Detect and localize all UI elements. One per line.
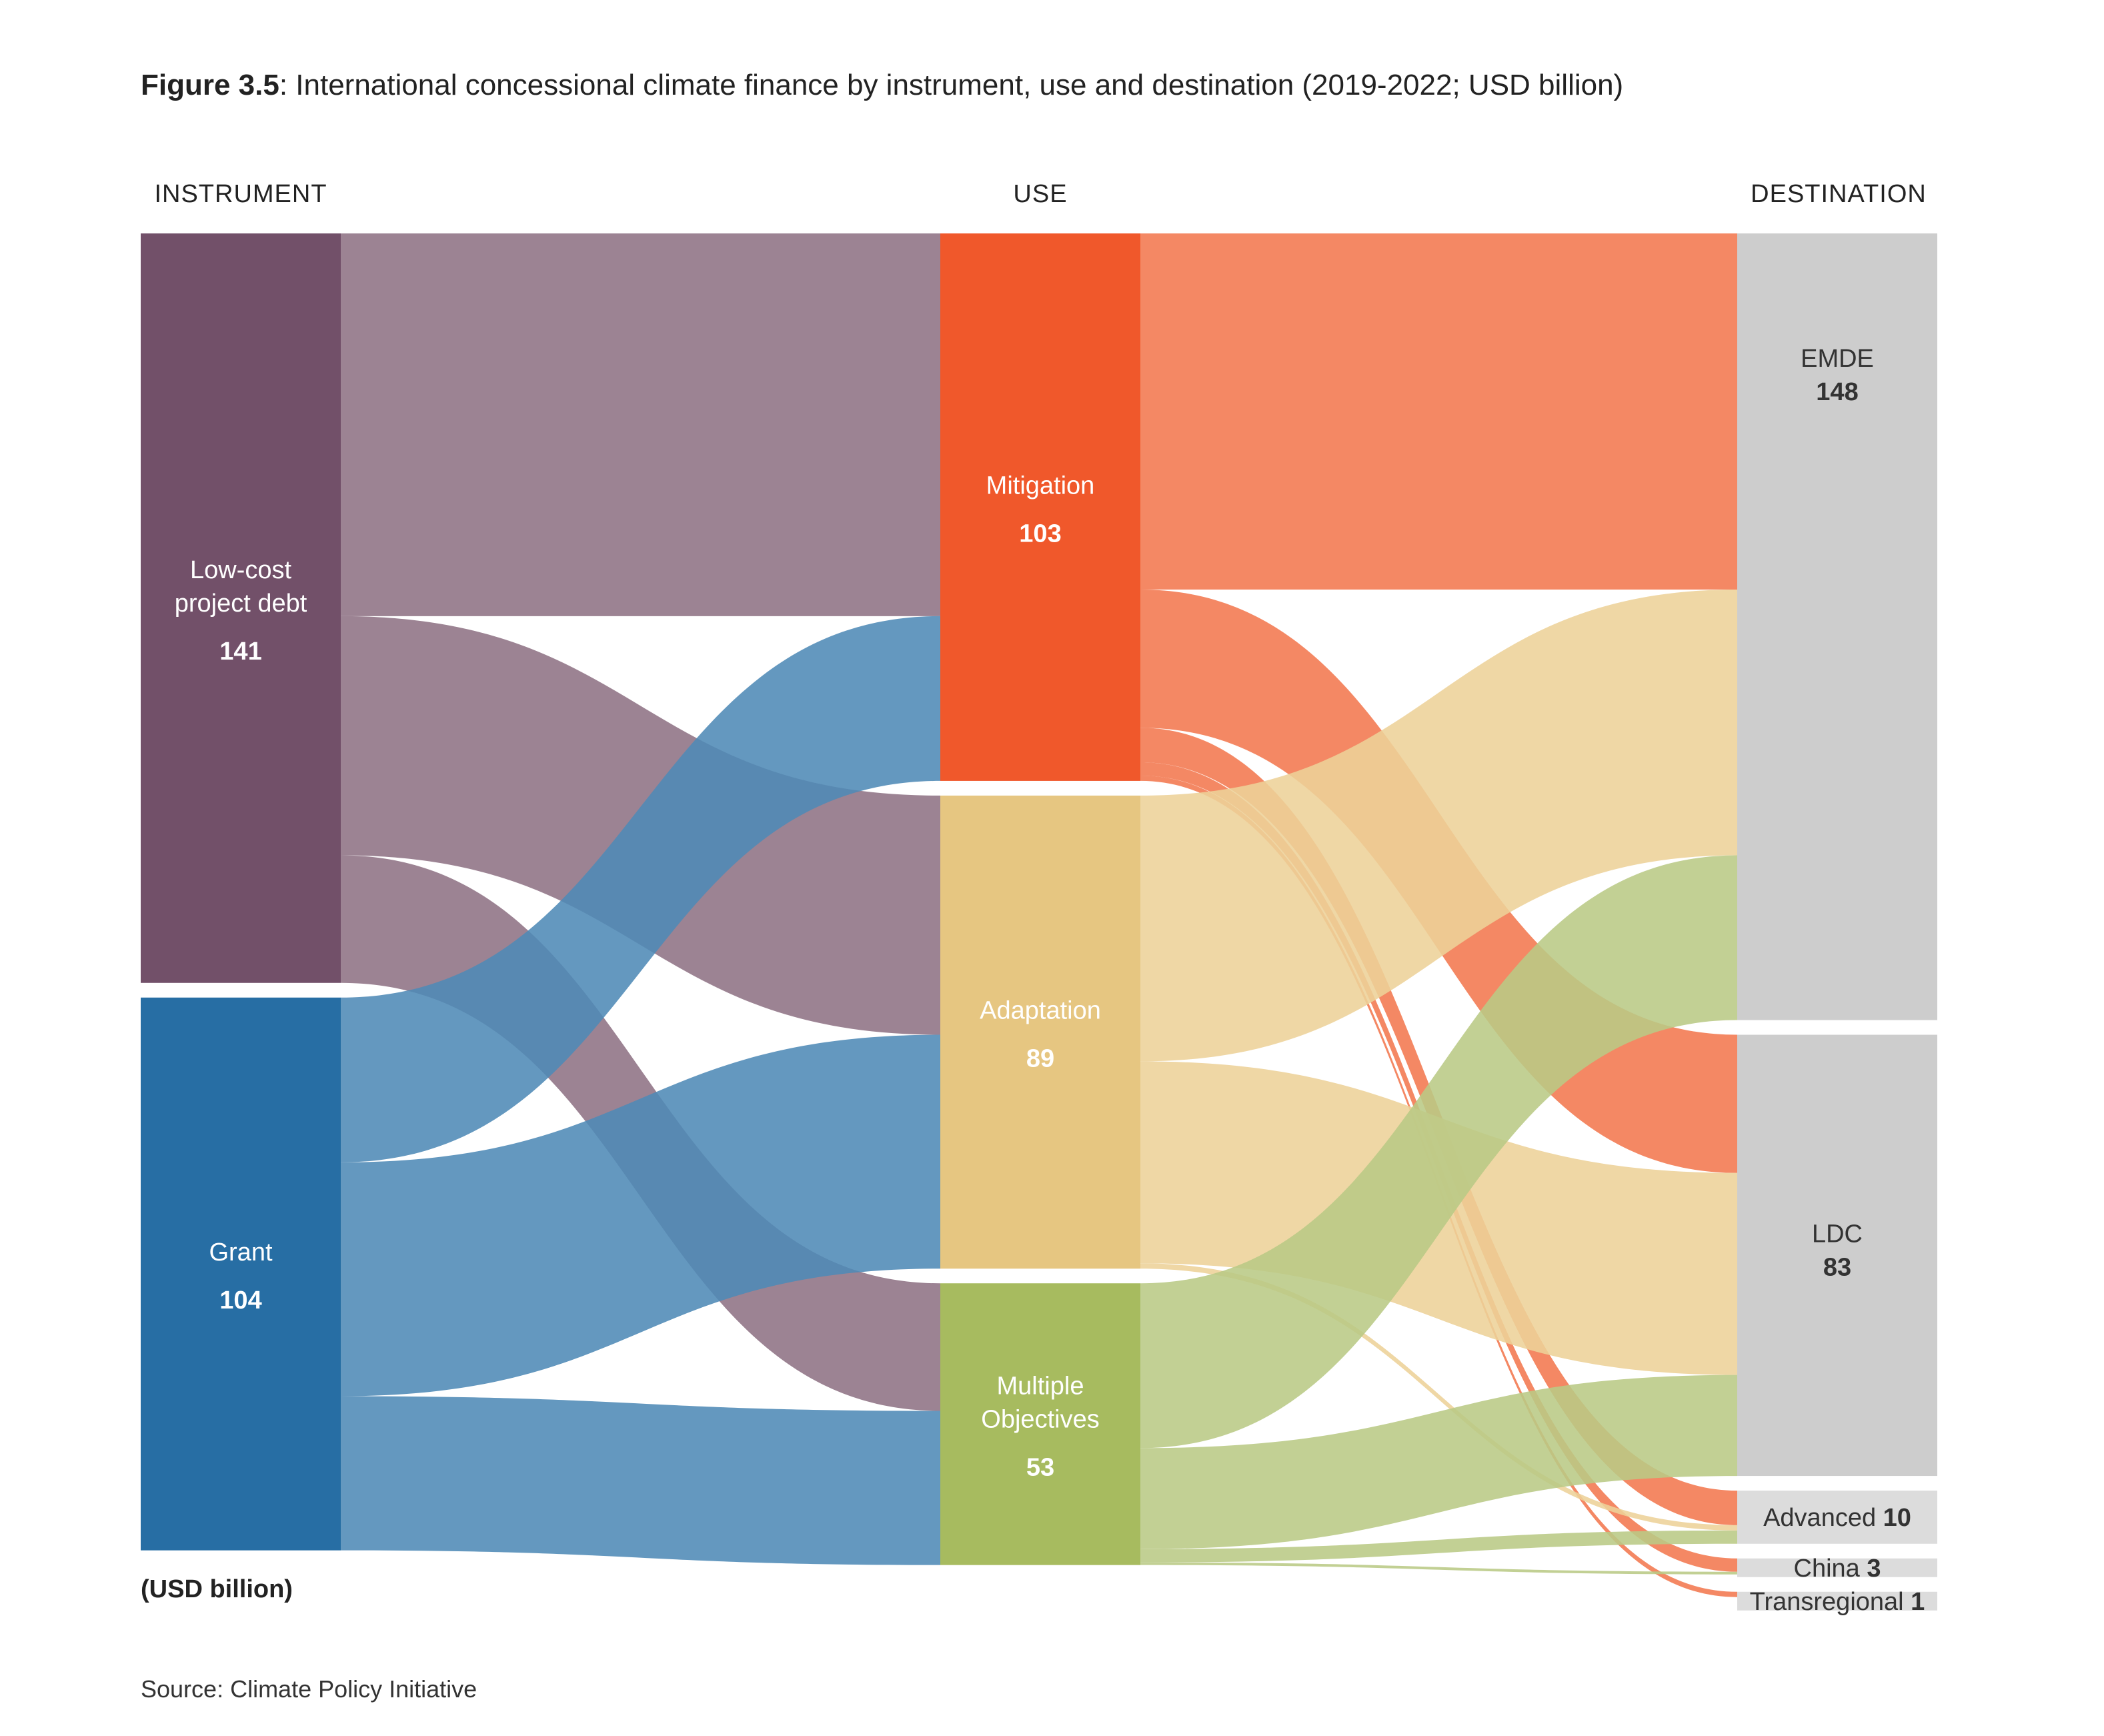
node-ada bbox=[940, 795, 1140, 1269]
node-label-adv: Advanced 10 bbox=[1763, 1504, 1911, 1532]
link-mo-to-emde bbox=[1140, 855, 1737, 1449]
link-ada-to-adv bbox=[1140, 1263, 1737, 1531]
node-label-trans: Transregional 1 bbox=[1750, 1588, 1925, 1616]
node-ldc bbox=[1737, 1034, 1937, 1477]
figure-number: Figure 3.5 bbox=[141, 69, 279, 101]
figure-title: Figure 3.5: International concessional c… bbox=[141, 69, 1623, 101]
link-grant-to-mit bbox=[341, 616, 940, 1162]
node-label-emde: EMDE bbox=[1801, 345, 1874, 373]
node-debt bbox=[141, 233, 341, 983]
link-mo-to-ldc bbox=[1140, 1375, 1737, 1549]
node-value-ada: 89 bbox=[1026, 1045, 1054, 1073]
node-mit bbox=[940, 233, 1140, 781]
source-note: Source: Climate Policy Initiative bbox=[141, 1675, 477, 1703]
column-header-destination: DESTINATION bbox=[1751, 180, 1927, 208]
node-value-ldc: 83 bbox=[1823, 1253, 1851, 1281]
node-label-mo: Multiple bbox=[997, 1372, 1084, 1400]
link-grant-to-mo bbox=[341, 1396, 940, 1565]
column-header-instrument: INSTRUMENT bbox=[154, 180, 327, 208]
node-label-debt: Low-cost bbox=[190, 556, 291, 584]
unit-note: (USD billion) bbox=[141, 1575, 293, 1603]
node-label-ada: Adaptation bbox=[980, 997, 1101, 1025]
sankey-nodes bbox=[141, 233, 1937, 1611]
link-ada-to-emde bbox=[1140, 589, 1737, 1062]
node-label-chn: China 3 bbox=[1794, 1555, 1881, 1583]
link-mit-to-emde bbox=[1140, 233, 1737, 590]
node-chn bbox=[1737, 1558, 1937, 1577]
sankey-node-labels: Low-cost project debt 141 Grant 104 Mitigatio… bbox=[175, 345, 1925, 1616]
node-value-mit: 103 bbox=[1019, 520, 1061, 548]
node-emde bbox=[1737, 233, 1937, 1020]
link-mo-to-adv bbox=[1140, 1530, 1737, 1563]
node-value-emde: 148 bbox=[1816, 378, 1858, 406]
node-value-grant: 104 bbox=[219, 1286, 261, 1315]
sankey-links bbox=[341, 233, 1737, 1597]
node-grant bbox=[141, 997, 341, 1551]
node-value-mo: 53 bbox=[1026, 1453, 1054, 1481]
column-header-use: USE bbox=[1013, 180, 1067, 208]
link-grant-to-ada bbox=[341, 1034, 940, 1397]
node-label-debt: project debt bbox=[175, 590, 307, 618]
node-label-mit: Mitigation bbox=[986, 472, 1095, 500]
node-mo bbox=[940, 1283, 1140, 1565]
link-mo-to-chn bbox=[1140, 1562, 1737, 1575]
link-debt-to-mit bbox=[341, 233, 940, 616]
node-trans bbox=[1737, 1591, 1937, 1611]
node-label-mo: Objectives bbox=[981, 1405, 1099, 1433]
node-value-debt: 141 bbox=[219, 638, 261, 666]
node-label-ldc: LDC bbox=[1812, 1220, 1863, 1248]
figure-caption: : International concessional climate fin… bbox=[279, 69, 1623, 101]
node-adv bbox=[1737, 1491, 1937, 1544]
node-label-grant: Grant bbox=[209, 1238, 272, 1266]
